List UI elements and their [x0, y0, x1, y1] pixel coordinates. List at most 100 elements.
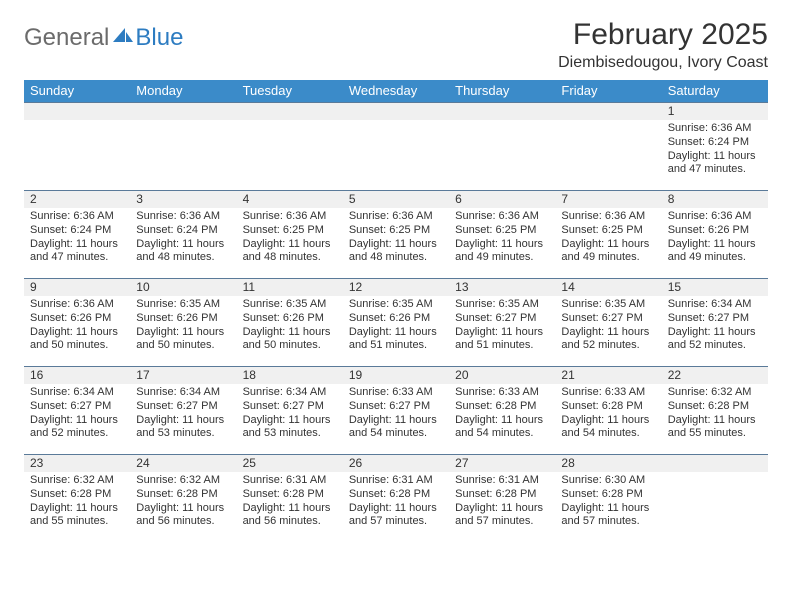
day-sunset: Sunset: 6:24 PM — [30, 224, 124, 238]
day-day1: Daylight: 11 hours — [243, 502, 337, 516]
day-number: 20 — [449, 366, 555, 384]
day-sunrise: Sunrise: 6:31 AM — [243, 474, 337, 488]
header: General Blue February 2025 Diembisedougo… — [24, 18, 768, 72]
day-details: Sunrise: 6:32 AMSunset: 6:28 PMDaylight:… — [130, 472, 236, 535]
calendar-cell: 10Sunrise: 6:35 AMSunset: 6:26 PMDayligh… — [130, 278, 236, 366]
day-day1: Daylight: 11 hours — [30, 238, 124, 252]
day-number: 12 — [343, 278, 449, 296]
calendar-cell: 18Sunrise: 6:34 AMSunset: 6:27 PMDayligh… — [237, 366, 343, 454]
day-sunset: Sunset: 6:26 PM — [30, 312, 124, 326]
day-day2: and 50 minutes. — [136, 339, 230, 353]
day-number: 21 — [555, 366, 661, 384]
title-block: February 2025 Diembisedougou, Ivory Coas… — [558, 18, 768, 72]
day-day1: Daylight: 11 hours — [349, 238, 443, 252]
day-sunset: Sunset: 6:27 PM — [136, 400, 230, 414]
calendar-cell: 16Sunrise: 6:34 AMSunset: 6:27 PMDayligh… — [24, 366, 130, 454]
calendar-cell: 23Sunrise: 6:32 AMSunset: 6:28 PMDayligh… — [24, 454, 130, 542]
day-details: Sunrise: 6:32 AMSunset: 6:28 PMDaylight:… — [24, 472, 130, 535]
day-day2: and 50 minutes. — [243, 339, 337, 353]
day-number: 27 — [449, 454, 555, 472]
day-sunset: Sunset: 6:28 PM — [455, 488, 549, 502]
brand-logo: General Blue — [24, 18, 183, 52]
day-sunrise: Sunrise: 6:31 AM — [349, 474, 443, 488]
calendar-cell: 14Sunrise: 6:35 AMSunset: 6:27 PMDayligh… — [555, 278, 661, 366]
day-details: Sunrise: 6:35 AMSunset: 6:26 PMDaylight:… — [237, 296, 343, 359]
day-number-empty — [555, 102, 661, 120]
day-number: 26 — [343, 454, 449, 472]
day-number: 13 — [449, 278, 555, 296]
day-day2: and 49 minutes. — [455, 251, 549, 265]
day-sunrise: Sunrise: 6:33 AM — [455, 386, 549, 400]
day-number: 8 — [662, 190, 768, 208]
day-details: Sunrise: 6:36 AMSunset: 6:25 PMDaylight:… — [343, 208, 449, 271]
day-number: 11 — [237, 278, 343, 296]
day-sunrise: Sunrise: 6:36 AM — [455, 210, 549, 224]
day-sunset: Sunset: 6:28 PM — [668, 400, 762, 414]
day-details: Sunrise: 6:36 AMSunset: 6:25 PMDaylight:… — [237, 208, 343, 271]
weekday-sun: Sunday — [24, 80, 130, 102]
day-sunrise: Sunrise: 6:31 AM — [455, 474, 549, 488]
calendar-cell: 9Sunrise: 6:36 AMSunset: 6:26 PMDaylight… — [24, 278, 130, 366]
calendar-cell: 28Sunrise: 6:30 AMSunset: 6:28 PMDayligh… — [555, 454, 661, 542]
day-number: 19 — [343, 366, 449, 384]
day-details: Sunrise: 6:36 AMSunset: 6:25 PMDaylight:… — [555, 208, 661, 271]
day-sunrise: Sunrise: 6:30 AM — [561, 474, 655, 488]
day-day1: Daylight: 11 hours — [455, 502, 549, 516]
day-details: Sunrise: 6:36 AMSunset: 6:24 PMDaylight:… — [24, 208, 130, 271]
day-day1: Daylight: 11 hours — [668, 326, 762, 340]
day-sunset: Sunset: 6:27 PM — [668, 312, 762, 326]
day-day1: Daylight: 11 hours — [668, 150, 762, 164]
day-details: Sunrise: 6:30 AMSunset: 6:28 PMDaylight:… — [555, 472, 661, 535]
weekday-thu: Thursday — [449, 80, 555, 102]
day-day1: Daylight: 11 hours — [30, 326, 124, 340]
day-day1: Daylight: 11 hours — [243, 238, 337, 252]
day-sunset: Sunset: 6:28 PM — [349, 488, 443, 502]
day-sunset: Sunset: 6:26 PM — [668, 224, 762, 238]
day-day2: and 48 minutes. — [136, 251, 230, 265]
calendar-cell: 6Sunrise: 6:36 AMSunset: 6:25 PMDaylight… — [449, 190, 555, 278]
day-number: 14 — [555, 278, 661, 296]
sail-icon — [113, 26, 133, 42]
calendar-cell: 25Sunrise: 6:31 AMSunset: 6:28 PMDayligh… — [237, 454, 343, 542]
day-sunrise: Sunrise: 6:34 AM — [243, 386, 337, 400]
day-day1: Daylight: 11 hours — [349, 414, 443, 428]
day-sunrise: Sunrise: 6:32 AM — [30, 474, 124, 488]
day-number: 10 — [130, 278, 236, 296]
day-number: 3 — [130, 190, 236, 208]
day-day2: and 48 minutes. — [349, 251, 443, 265]
day-day2: and 52 minutes. — [30, 427, 124, 441]
day-details: Sunrise: 6:33 AMSunset: 6:28 PMDaylight:… — [555, 384, 661, 447]
day-day1: Daylight: 11 hours — [243, 326, 337, 340]
month-title: February 2025 — [558, 18, 768, 52]
day-day2: and 52 minutes. — [561, 339, 655, 353]
day-day2: and 53 minutes. — [136, 427, 230, 441]
calendar-cell: 26Sunrise: 6:31 AMSunset: 6:28 PMDayligh… — [343, 454, 449, 542]
day-details: Sunrise: 6:34 AMSunset: 6:27 PMDaylight:… — [130, 384, 236, 447]
day-sunrise: Sunrise: 6:36 AM — [349, 210, 443, 224]
day-sunset: Sunset: 6:25 PM — [455, 224, 549, 238]
calendar-week: 16Sunrise: 6:34 AMSunset: 6:27 PMDayligh… — [24, 366, 768, 454]
day-day1: Daylight: 11 hours — [455, 238, 549, 252]
day-details: Sunrise: 6:35 AMSunset: 6:27 PMDaylight:… — [555, 296, 661, 359]
day-number: 7 — [555, 190, 661, 208]
day-details: Sunrise: 6:36 AMSunset: 6:24 PMDaylight:… — [130, 208, 236, 271]
weekday-tue: Tuesday — [237, 80, 343, 102]
day-day2: and 51 minutes. — [455, 339, 549, 353]
day-details: Sunrise: 6:34 AMSunset: 6:27 PMDaylight:… — [237, 384, 343, 447]
day-sunrise: Sunrise: 6:35 AM — [136, 298, 230, 312]
day-sunrise: Sunrise: 6:36 AM — [668, 122, 762, 136]
day-day2: and 52 minutes. — [668, 339, 762, 353]
location: Diembisedougou, Ivory Coast — [558, 54, 768, 72]
calendar-cell: 12Sunrise: 6:35 AMSunset: 6:26 PMDayligh… — [343, 278, 449, 366]
weekday-mon: Monday — [130, 80, 236, 102]
day-sunrise: Sunrise: 6:36 AM — [668, 210, 762, 224]
day-day2: and 51 minutes. — [349, 339, 443, 353]
day-sunrise: Sunrise: 6:34 AM — [136, 386, 230, 400]
day-sunrise: Sunrise: 6:36 AM — [243, 210, 337, 224]
day-day1: Daylight: 11 hours — [668, 414, 762, 428]
day-details: Sunrise: 6:35 AMSunset: 6:27 PMDaylight:… — [449, 296, 555, 359]
day-number: 24 — [130, 454, 236, 472]
day-sunrise: Sunrise: 6:34 AM — [30, 386, 124, 400]
day-sunrise: Sunrise: 6:33 AM — [561, 386, 655, 400]
day-sunset: Sunset: 6:28 PM — [136, 488, 230, 502]
